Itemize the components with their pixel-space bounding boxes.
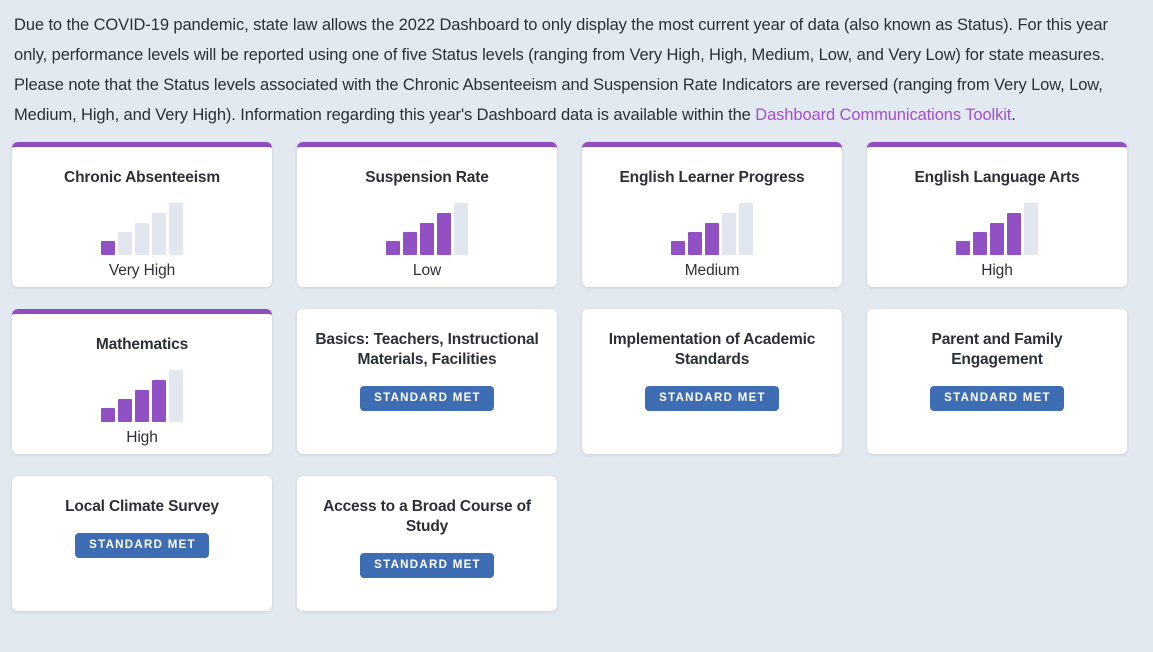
indicator-card[interactable]: Chronic Absenteeism Very High xyxy=(12,142,272,287)
intro-text-part1: Due to the COVID-19 pandemic, state law … xyxy=(14,16,1108,124)
chart-bar-4 xyxy=(152,213,166,255)
status-bar-chart xyxy=(671,203,753,255)
status-level-label: High xyxy=(126,429,158,446)
chart-bar-2 xyxy=(403,232,417,255)
status-badge: STANDARD MET xyxy=(75,533,209,558)
chart-bar-3 xyxy=(135,223,149,255)
chart-bar-1 xyxy=(956,241,970,255)
chart-bar-3 xyxy=(705,223,719,255)
card-title: Implementation of Academic Standards xyxy=(608,331,816,368)
status-bar-chart xyxy=(101,370,183,422)
chart-bar-5 xyxy=(169,203,183,255)
chart-bar-5 xyxy=(1024,203,1038,255)
chart-bar-3 xyxy=(420,223,434,255)
chart-bar-4 xyxy=(1007,213,1021,255)
chart-bar-4 xyxy=(437,213,451,255)
indicator-card[interactable]: Parent and Family Engagement STANDARD MET xyxy=(867,309,1127,454)
chart-bar-5 xyxy=(739,203,753,255)
card-title: Basics: Teachers, Instructional Material… xyxy=(315,331,539,368)
status-bar-chart xyxy=(386,203,468,255)
chart-bar-4 xyxy=(722,213,736,255)
card-title: Suspension Rate xyxy=(365,169,489,186)
indicator-card[interactable]: Suspension Rate Low xyxy=(297,142,557,287)
status-badge: STANDARD MET xyxy=(360,553,494,578)
card-title: English Learner Progress xyxy=(619,169,805,186)
status-bar-chart xyxy=(101,203,183,255)
status-level-label: Low xyxy=(412,262,442,279)
chart-bar-1 xyxy=(101,241,115,255)
card-title: Mathematics xyxy=(95,336,189,353)
status-level-label: Very High xyxy=(108,262,176,279)
chart-bar-2 xyxy=(118,399,132,422)
card-title: Access to a Broad Course of Study xyxy=(323,498,531,535)
chart-bar-4 xyxy=(152,380,166,422)
card-title: Parent and Family Engagement xyxy=(931,331,1063,368)
status-level-label: Medium xyxy=(684,262,740,279)
indicator-card[interactable]: Implementation of Academic Standards STAN… xyxy=(582,309,842,454)
status-level-label: High xyxy=(981,262,1013,279)
indicator-card-grid: Chronic Absenteeism Very High Suspension R… xyxy=(0,130,1153,611)
card-title: English Language Arts xyxy=(914,169,1080,186)
dashboard-communications-toolkit-link[interactable]: Dashboard Communications Toolkit xyxy=(755,106,1012,124)
chart-bar-1 xyxy=(671,241,685,255)
status-badge: STANDARD MET xyxy=(930,386,1064,411)
status-bar-chart xyxy=(956,203,1038,255)
chart-bar-2 xyxy=(118,232,132,255)
chart-bar-5 xyxy=(454,203,468,255)
indicator-card[interactable]: Access to a Broad Course of Study STANDAR… xyxy=(297,476,557,611)
card-title: Local Climate Survey xyxy=(65,498,219,515)
indicator-card[interactable]: Mathematics High xyxy=(12,309,272,454)
chart-bar-1 xyxy=(386,241,400,255)
indicator-card[interactable]: English Language Arts High xyxy=(867,142,1127,287)
intro-paragraph: Due to the COVID-19 pandemic, state law … xyxy=(0,0,1153,130)
chart-bar-5 xyxy=(169,370,183,422)
status-badge: STANDARD MET xyxy=(645,386,779,411)
chart-bar-3 xyxy=(135,390,149,422)
indicator-card[interactable]: English Learner Progress Medium xyxy=(582,142,842,287)
chart-bar-3 xyxy=(990,223,1004,255)
indicator-card[interactable]: Basics: Teachers, Instructional Material… xyxy=(297,309,557,454)
intro-text-part2: . xyxy=(1011,106,1016,124)
chart-bar-2 xyxy=(973,232,987,255)
chart-bar-1 xyxy=(101,408,115,422)
chart-bar-2 xyxy=(688,232,702,255)
status-badge: STANDARD MET xyxy=(360,386,494,411)
indicator-card[interactable]: Local Climate Survey STANDARD MET xyxy=(12,476,272,611)
card-title: Chronic Absenteeism xyxy=(64,169,220,186)
